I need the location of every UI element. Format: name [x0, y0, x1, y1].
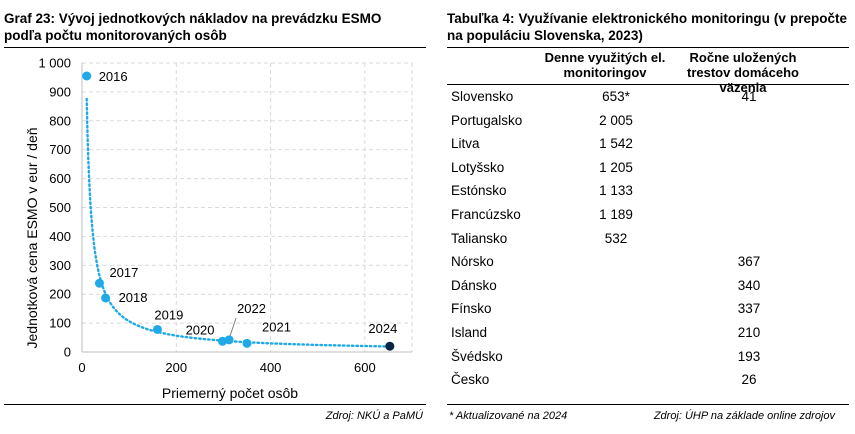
data-point-2021 [242, 338, 252, 348]
country-cell: Estónsko [451, 183, 507, 199]
point-label: 2017 [109, 265, 138, 280]
x-axis-title: Priemerný počet osôb [162, 385, 298, 401]
table-row: Lotyšsko 1 205 [451, 157, 841, 181]
yearly-cell: 210 [737, 325, 761, 340]
country-cell: Česko [451, 372, 490, 388]
country-cell: Dánsko [451, 277, 497, 293]
table-title: Tabuľka 4: Využívanie elektronického mon… [447, 11, 847, 43]
chart-title-rule [4, 47, 426, 48]
x-tick-label: 0 [78, 360, 85, 375]
country-cell: Portugalsko [451, 112, 523, 128]
point-label: 2020 [186, 322, 215, 337]
x-tick-label: 200 [165, 360, 187, 375]
daily-cell: 1 189 [599, 207, 633, 222]
country-cell: Litva [451, 136, 480, 152]
country-cell: Lotyšsko [451, 159, 505, 175]
daily-cell: 1 133 [599, 183, 633, 199]
table-row: Nórsko 367 [451, 251, 841, 275]
leader-line [229, 317, 237, 337]
y-tick-label: 600 [49, 171, 71, 186]
country-cell: Island [451, 325, 488, 340]
chart-source-rule [4, 404, 426, 405]
y-axis-title: Jednotková cena ESMO v eur / deň [24, 127, 40, 348]
data-point-2019 [152, 324, 162, 334]
yearly-cell: 367 [737, 254, 761, 270]
table-source-rule [447, 404, 849, 405]
chart-title: Graf 23: Vývoj jednotkových nákladov na … [4, 11, 382, 43]
y-tick-label: 100 [49, 316, 71, 331]
x-tick-label: 600 [354, 360, 376, 375]
country-cell: Švédsko [451, 348, 503, 364]
table-row: Fínsko 337 [451, 298, 841, 322]
daily-cell: 532 [604, 230, 628, 246]
yearly-cell: 41 [741, 89, 757, 104]
data-point-2016 [82, 71, 92, 81]
daily-cell: 653* [602, 89, 630, 104]
y-tick-label: 500 [49, 200, 71, 215]
col-header-yearly: Ročne uložených trestov domáceho väzenia [687, 50, 799, 95]
country-cell: Fínsko [451, 301, 492, 317]
daily-cell: 2 005 [599, 112, 633, 128]
table-row: Slovensko 653* 41 [451, 86, 841, 110]
yearly-cell: 340 [737, 277, 761, 293]
point-label: 2018 [119, 290, 148, 305]
y-tick-label: 300 [49, 258, 71, 273]
table-row: Taliansko 532 [451, 228, 841, 252]
point-label: 2022 [237, 301, 266, 316]
data-point-2022 [224, 335, 234, 345]
country-cell: Francúzsko [451, 207, 521, 222]
point-label: 2024 [368, 321, 397, 336]
country-cell: Nórsko [451, 254, 494, 270]
table-row: Švédsko 193 [451, 346, 841, 370]
table-row: Estónsko 1 133 [451, 180, 841, 204]
country-cell: Taliansko [451, 230, 508, 246]
daily-cell: 1 205 [599, 159, 633, 175]
scatter-chart: 0 100 200 300 400 500 600 700 800 900 1 000 0 200 400… [24, 56, 413, 401]
y-tick-label: 800 [49, 113, 71, 128]
y-tick-label: 400 [49, 229, 71, 244]
point-label: 2021 [262, 319, 291, 334]
yearly-cell: 337 [737, 301, 761, 317]
point-label: 2019 [154, 307, 183, 322]
data-point-2018 [101, 293, 111, 303]
table-row: Portugalsko 2 005 [451, 110, 841, 134]
y-tick-label: 1 000 [38, 56, 71, 71]
point-label: 2016 [99, 69, 128, 84]
table-row: Litva 1 542 [451, 133, 841, 157]
country-cell: Slovensko [451, 89, 514, 104]
table-row: Island 210 [451, 322, 841, 346]
trendline [85, 97, 391, 348]
daily-cell: 1 542 [599, 136, 633, 152]
y-tick-label: 900 [49, 84, 71, 99]
table-title-rule [447, 47, 849, 48]
x-tick-label: 400 [260, 360, 282, 375]
table-row: Francúzsko 1 189 [451, 204, 841, 228]
y-tick-label: 700 [49, 142, 71, 157]
table-footnote: * Aktualizované na 2024 [449, 410, 568, 422]
data-point-2024 [385, 341, 395, 351]
table-row: Dánsko 340 [451, 275, 841, 299]
yearly-cell: 193 [737, 348, 761, 364]
y-tick-label: 0 [64, 345, 71, 360]
table-source: Zdroj: ÚHP na základe online zdrojov [653, 410, 835, 422]
table-row: Česko 26 [451, 369, 841, 393]
col-header-daily: Denne využitých el. monitoringov [544, 50, 666, 80]
yearly-cell: 26 [741, 372, 757, 388]
data-point-2017 [94, 278, 104, 288]
chart-source: Zdroj: NKÚ a PaMÚ [325, 410, 423, 422]
y-tick-label: 200 [49, 287, 71, 302]
table-header-rule [447, 84, 849, 85]
